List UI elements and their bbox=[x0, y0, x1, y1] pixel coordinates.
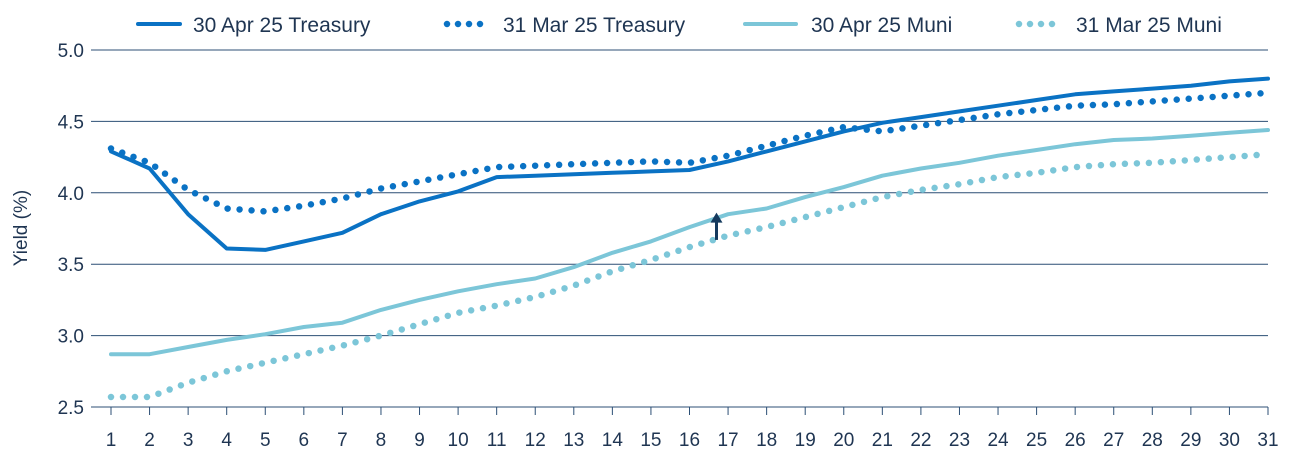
legend-label: 30 Apr 25 Treasury bbox=[193, 14, 371, 37]
gridlines bbox=[91, 49, 1268, 408]
x-tick-label: 19 bbox=[795, 430, 816, 451]
x-tick-label: 18 bbox=[756, 430, 777, 451]
y-axis-ticks: 2.5 3.0 3.5 4.0 4.5 5.0 bbox=[58, 41, 84, 419]
y-axis-title: Yield (%) bbox=[11, 190, 32, 266]
x-tick-label: 1 bbox=[106, 430, 117, 451]
x-tick-label: 13 bbox=[563, 430, 584, 451]
x-tick-label: 31 bbox=[1257, 430, 1278, 451]
x-tick-label: 5 bbox=[260, 430, 271, 451]
x-tick-label: 10 bbox=[448, 430, 469, 451]
x-tick-label: 14 bbox=[602, 430, 624, 451]
x-tick-label: 22 bbox=[910, 430, 931, 451]
annotation-arrow-head bbox=[710, 212, 723, 223]
x-tick-label: 29 bbox=[1180, 430, 1201, 451]
x-tick-label: 20 bbox=[833, 430, 854, 451]
y-tick-label: 3.0 bbox=[58, 327, 84, 348]
legend-item: 30 Apr 25 Muni bbox=[743, 14, 952, 37]
series-line-30-apr-25-treasury bbox=[109, 76, 1270, 252]
x-tick-label: 2 bbox=[144, 430, 155, 451]
x-tick-label: 4 bbox=[221, 430, 232, 451]
legend-label: 31 Mar 25 Muni bbox=[1076, 14, 1222, 37]
y-tick-label: 3.5 bbox=[58, 255, 84, 276]
x-tick-label: 15 bbox=[640, 430, 661, 451]
legend: 30 Apr 25 Treasury 31 Mar 25 Treasury 30 A… bbox=[136, 14, 1222, 37]
x-tick-label: 17 bbox=[717, 430, 738, 451]
x-tick-label: 11 bbox=[487, 430, 507, 451]
x-tick-label: 8 bbox=[376, 430, 387, 451]
x-tick-label: 9 bbox=[414, 430, 425, 451]
x-tick-label: 30 bbox=[1219, 430, 1240, 451]
y-tick-label: 2.5 bbox=[58, 398, 84, 419]
legend-item: 30 Apr 25 Treasury bbox=[136, 14, 371, 37]
series-lines bbox=[107, 76, 1272, 401]
x-tick-label: 6 bbox=[299, 430, 310, 451]
series-line-30-apr-25-muni bbox=[109, 128, 1270, 357]
x-tick-label: 21 bbox=[872, 430, 893, 451]
y-tick-label: 4.5 bbox=[58, 112, 84, 133]
x-tick-label: 28 bbox=[1142, 430, 1163, 451]
legend-label: 31 Mar 25 Treasury bbox=[503, 14, 686, 37]
legend-label: 30 Apr 25 Muni bbox=[811, 14, 952, 37]
series-line-31-mar-25-muni bbox=[107, 150, 1272, 401]
x-axis: 1 2 3 4 5 6 7 8 9 10 11 12 13 14 15 16 17 18 19 20 21 22 23 24 2… bbox=[106, 407, 1279, 451]
y-tick-label: 4.0 bbox=[58, 184, 84, 205]
x-tick-label: 12 bbox=[525, 430, 546, 451]
x-tick-label: 26 bbox=[1065, 430, 1086, 451]
x-tick-label: 3 bbox=[183, 430, 194, 451]
x-tick-label: 27 bbox=[1103, 430, 1124, 451]
x-tick-label: 25 bbox=[1026, 430, 1047, 451]
x-tick-label: 7 bbox=[337, 430, 348, 451]
legend-item: 31 Mar 25 Muni bbox=[1015, 14, 1222, 37]
x-tick-label: 23 bbox=[949, 430, 970, 451]
x-tick-label: 24 bbox=[987, 430, 1009, 451]
x-tick-label: 16 bbox=[679, 430, 700, 451]
annotations bbox=[710, 212, 723, 240]
y-tick-label: 5.0 bbox=[58, 41, 84, 62]
series-line-31-mar-25-treasury bbox=[107, 89, 1272, 215]
legend-item: 31 Mar 25 Treasury bbox=[443, 14, 686, 37]
